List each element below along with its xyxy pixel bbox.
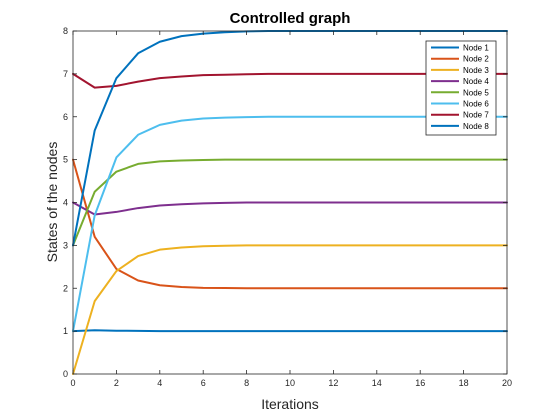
y-axis-label: States of the nodes	[44, 142, 60, 263]
x-tick-label: 6	[201, 378, 206, 388]
x-tick-label: 16	[415, 378, 425, 388]
y-tick-label: 3	[63, 240, 68, 250]
y-tick-label: 1	[63, 326, 68, 336]
legend-box	[425, 40, 497, 136]
x-tick-label: 12	[328, 378, 338, 388]
legend-label-node-1: Node 1	[463, 44, 489, 53]
x-tick-label: 10	[285, 378, 295, 388]
x-tick-label: 20	[502, 378, 512, 388]
y-tick-label: 5	[63, 155, 68, 165]
x-tick-label: 14	[372, 378, 382, 388]
y-tick-label: 6	[63, 112, 68, 122]
x-tick-label: 2	[114, 378, 119, 388]
legend-label-node-5: Node 5	[463, 88, 489, 97]
legend-label-node-2: Node 2	[463, 55, 489, 64]
series-line-node-1	[72, 329, 508, 333]
series-line-node-5	[72, 158, 508, 247]
y-tick-label: 7	[63, 69, 68, 79]
x-tick-label: 4	[157, 378, 162, 388]
y-tick-label: 8	[63, 26, 68, 36]
legend-items: Node 1 Node 2 Node 3 Node 4 Node 5 Node 6 Node…	[431, 44, 489, 131]
series-line-node-2	[72, 158, 508, 290]
y-tick-label: 4	[63, 198, 68, 208]
y-tick-label: 0	[63, 369, 68, 379]
legend-label-node-7: Node 7	[463, 111, 489, 120]
x-tick-label: 18	[459, 378, 469, 388]
chart-title: Controlled graph	[230, 10, 351, 27]
x-tick-label: 0	[70, 378, 75, 388]
series-line-node-3	[72, 244, 508, 375]
series-line-node-4	[72, 201, 508, 216]
legend-label-node-6: Node 6	[463, 100, 489, 109]
legend: Node 1 Node 2 Node 3 Node 4 Node 5 Node 6 Node…	[425, 40, 497, 136]
legend-label-node-8: Node 8	[463, 122, 489, 131]
legend-label-node-4: Node 4	[463, 77, 489, 86]
x-tick-label: 8	[244, 378, 249, 388]
y-tick-label: 2	[63, 283, 68, 293]
x-axis-label: Iterations	[261, 396, 319, 412]
legend-label-node-3: Node 3	[463, 66, 489, 75]
